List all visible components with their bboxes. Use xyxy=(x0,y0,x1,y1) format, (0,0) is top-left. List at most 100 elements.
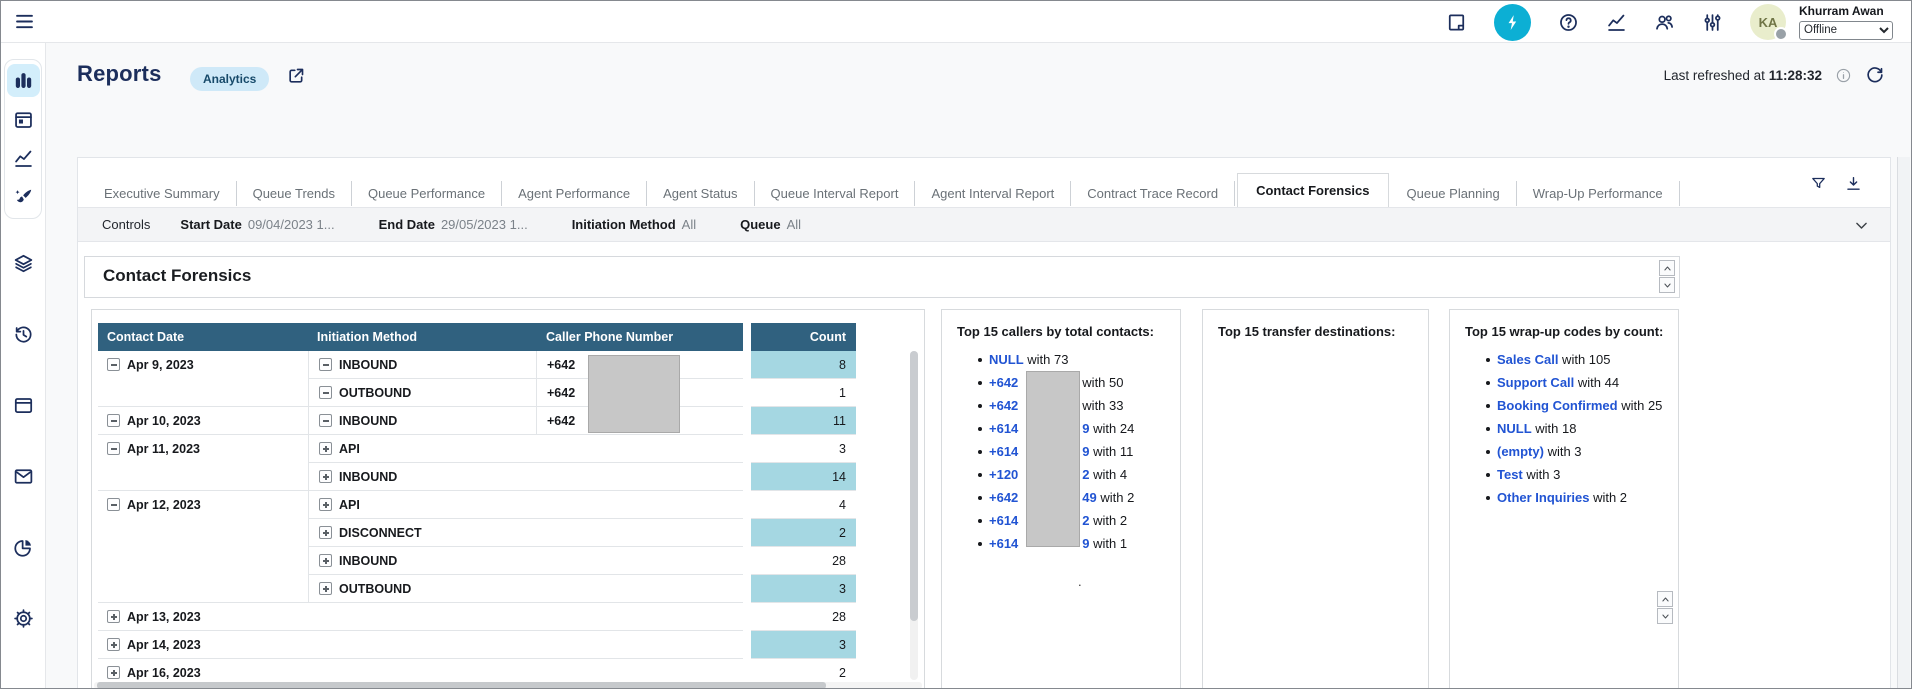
panel-link[interactable]: +614 xyxy=(989,513,1019,528)
sidebar-item-mail[interactable] xyxy=(7,460,40,493)
panel-link[interactable]: 49 xyxy=(1082,490,1097,505)
sidebar-item-design[interactable] xyxy=(7,181,40,214)
external-link-icon[interactable] xyxy=(286,66,306,86)
panel-list-item: +614 9 with 1 xyxy=(978,536,1180,551)
agents-icon[interactable] xyxy=(1654,12,1675,33)
panel-link[interactable]: 2 xyxy=(1082,467,1090,482)
tab-contract-trace-record[interactable]: Contract Trace Record xyxy=(1071,181,1236,206)
user-name: Khurram Awan xyxy=(1799,3,1884,18)
panel-link[interactable]: +614 xyxy=(989,444,1019,459)
tab-executive-summary[interactable]: Executive Summary xyxy=(88,181,237,206)
panel-link[interactable]: Support Call xyxy=(1497,375,1575,390)
count-cell: 1 xyxy=(751,379,856,407)
filter-start-date[interactable]: Start Date 09/04/2023 1... xyxy=(180,217,334,232)
filter-queue[interactable]: Queue All xyxy=(740,217,801,232)
status-dot xyxy=(1774,27,1788,41)
filter-initiation-method[interactable]: Initiation Method All xyxy=(572,217,696,232)
avatar[interactable]: KA xyxy=(1750,4,1788,41)
topbar-right: KA Khurram Awan Offline xyxy=(1446,1,1893,43)
expand-toggle-icon[interactable] xyxy=(107,666,120,679)
panel-link[interactable]: +614 xyxy=(989,536,1019,551)
panel-title: Top 15 transfer destinations: xyxy=(1218,324,1396,339)
panel-link[interactable]: +642 xyxy=(989,398,1019,413)
filter-end-date[interactable]: End Date 29/05/2023 1... xyxy=(379,217,528,232)
sidebar-item-layers[interactable] xyxy=(7,247,40,280)
panel-list-item: +614 9 with 11 xyxy=(978,444,1180,459)
expand-toggle-icon[interactable] xyxy=(319,498,332,511)
sidebar-item-dashboards[interactable] xyxy=(6,64,40,97)
chevron-down-icon[interactable] xyxy=(1853,217,1870,234)
expand-toggle-icon[interactable] xyxy=(319,554,332,567)
scroll-down-button[interactable] xyxy=(1657,608,1673,624)
notes-icon[interactable] xyxy=(1446,12,1467,33)
availability-select[interactable]: Offline xyxy=(1799,20,1893,40)
tab-agent-performance[interactable]: Agent Performance xyxy=(502,181,648,206)
sidebar-item-history[interactable] xyxy=(7,318,40,351)
table-horizontal-scrollbar[interactable] xyxy=(94,682,922,688)
scroll-up-button[interactable] xyxy=(1657,591,1673,607)
collapse-toggle-icon[interactable] xyxy=(107,358,120,371)
metrics-icon[interactable] xyxy=(1606,12,1627,33)
column-gap xyxy=(743,491,751,519)
realtime-metrics-icon[interactable] xyxy=(1494,3,1531,41)
panel-link[interactable]: NULL xyxy=(1497,421,1532,436)
expand-toggle-icon[interactable] xyxy=(319,442,332,455)
expand-toggle-icon[interactable] xyxy=(319,526,332,539)
page-scrollbar[interactable] xyxy=(1897,157,1910,688)
sidebar-item-reports[interactable] xyxy=(7,531,40,564)
panel-link[interactable]: +120 xyxy=(989,467,1019,482)
download-icon[interactable] xyxy=(1845,175,1862,192)
expand-toggle-icon[interactable] xyxy=(319,470,332,483)
expand-toggle-icon[interactable] xyxy=(107,610,120,623)
scrollbar-thumb[interactable] xyxy=(910,351,918,621)
panel-link[interactable]: Other Inquiries xyxy=(1497,490,1590,505)
expand-toggle-icon[interactable] xyxy=(107,638,120,651)
panel-item-text: with 18 xyxy=(1531,421,1577,436)
scroll-up-button[interactable] xyxy=(1659,260,1675,276)
panel-link[interactable]: Sales Call xyxy=(1497,352,1559,367)
table-vertical-scrollbar[interactable] xyxy=(910,351,918,680)
panel-link[interactable]: 9 xyxy=(1082,421,1090,436)
refresh-icon[interactable] xyxy=(1865,65,1885,85)
tab-contact-forensics[interactable]: Contact Forensics xyxy=(1237,173,1389,208)
panel-link[interactable]: 9 xyxy=(1082,444,1090,459)
sidebar-item-workspace[interactable] xyxy=(7,389,40,422)
column-gap xyxy=(743,463,751,491)
controls-filters: Start Date 09/04/2023 1... End Date 29/05/2… xyxy=(180,217,845,232)
scrollbar-thumb[interactable] xyxy=(97,682,826,688)
window-icon xyxy=(13,395,34,416)
tab-agent-interval-report[interactable]: Agent Interval Report xyxy=(915,181,1072,206)
panel-link[interactable]: Booking Confirmed xyxy=(1497,398,1618,413)
collapse-toggle-icon[interactable] xyxy=(107,414,120,427)
tab-queue-trends[interactable]: Queue Trends xyxy=(237,181,352,206)
panel-link[interactable]: +642 xyxy=(989,375,1019,390)
tab-queue-planning[interactable]: Queue Planning xyxy=(1391,181,1517,206)
tab-agent-status[interactable]: Agent Status xyxy=(647,181,755,206)
filter-icon[interactable] xyxy=(1810,175,1827,192)
info-icon[interactable] xyxy=(1835,67,1852,84)
scroll-down-button[interactable] xyxy=(1659,277,1675,293)
sidebar-item-metrics[interactable] xyxy=(7,142,40,175)
panel-link[interactable]: NULL xyxy=(989,352,1024,367)
tab-queue-interval-report[interactable]: Queue Interval Report xyxy=(755,181,916,206)
panel-link[interactable]: 9 xyxy=(1082,536,1090,551)
menu-icon[interactable] xyxy=(14,11,35,32)
help-icon[interactable] xyxy=(1558,12,1579,33)
collapse-toggle-icon[interactable] xyxy=(107,442,120,455)
panel-link[interactable]: Test xyxy=(1497,467,1523,482)
tab-wrap-up-performance[interactable]: Wrap-Up Performance xyxy=(1517,181,1680,206)
analytics-badge[interactable]: Analytics xyxy=(190,67,270,91)
panel-link[interactable]: +642 xyxy=(989,490,1019,505)
settings-sliders-icon[interactable] xyxy=(1702,12,1723,33)
panel-link[interactable]: +614 xyxy=(989,421,1019,436)
sidebar-item-schedule[interactable] xyxy=(7,103,40,136)
collapse-toggle-icon[interactable] xyxy=(319,414,332,427)
panel-link[interactable]: 2 xyxy=(1082,513,1090,528)
tab-queue-performance[interactable]: Queue Performance xyxy=(352,181,503,206)
collapse-toggle-icon[interactable] xyxy=(319,386,332,399)
panel-link[interactable]: (empty) xyxy=(1497,444,1544,459)
expand-toggle-icon[interactable] xyxy=(319,582,332,595)
collapse-toggle-icon[interactable] xyxy=(319,358,332,371)
sidebar-item-settings[interactable] xyxy=(7,602,40,635)
collapse-toggle-icon[interactable] xyxy=(107,498,120,511)
